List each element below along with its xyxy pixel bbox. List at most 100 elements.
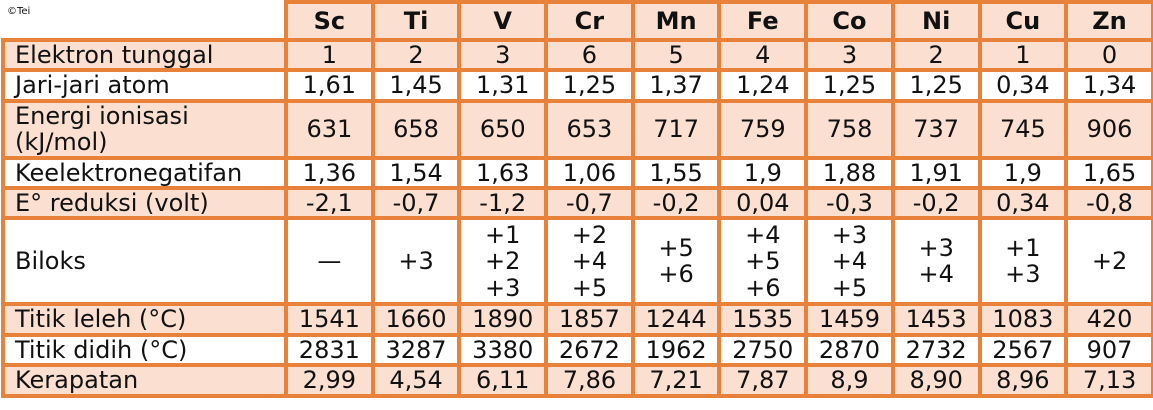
cell: 1,91	[890, 155, 982, 190]
cell: +2	[1064, 216, 1153, 307]
cell: +1 +3	[977, 216, 1069, 307]
cell-line: +4	[831, 247, 868, 276]
cell: -0,2	[630, 185, 722, 221]
cell-line: +5	[571, 273, 608, 302]
cell-line: +2	[571, 220, 608, 249]
row-label: Elektron tunggal	[1, 37, 288, 73]
cell: 650	[457, 98, 549, 160]
cell: 3	[457, 37, 549, 73]
column-header: V	[457, 0, 549, 42]
table-row: Kerapatan 2,99 4,54 6,11 7,86 7,21 7,87 8,9 8,90…	[1, 363, 1153, 398]
cell: —	[284, 216, 375, 307]
cell-line: +4	[745, 220, 781, 249]
cell-line: +1	[1005, 233, 1041, 262]
cell-line: +6	[658, 260, 694, 289]
row-label: Keelektronegatifan	[1, 155, 288, 190]
cell-line: +5	[831, 273, 868, 302]
cell: 1,36	[284, 155, 375, 190]
cell: 1083	[977, 302, 1069, 337]
cell-line: +5	[745, 247, 781, 276]
cell-line: +4	[571, 247, 608, 276]
cell: 1857	[544, 302, 635, 337]
cell: 1,25	[544, 68, 635, 103]
row-label: Titik didih (°C)	[1, 332, 288, 368]
cell: 7,13	[1064, 363, 1153, 398]
column-header: Cu	[977, 0, 1069, 42]
header-row: ©Tei Sc Ti V Cr Mn Fe Co Ni Cu Zn	[1, 0, 1153, 42]
cell: 5	[630, 37, 722, 73]
cell: 2	[370, 37, 462, 73]
cell: +4 +5 +6	[717, 216, 809, 307]
column-header: Ni	[890, 0, 982, 42]
cell: 1,31	[457, 68, 549, 103]
cell: +1 +2 +3	[457, 216, 549, 307]
table-row: Titik didih (°C) 2831 3287 3380 2672 1962 2750…	[1, 332, 1153, 368]
cell: 4	[717, 37, 809, 73]
cell: -0,7	[370, 185, 462, 221]
cell: 1,34	[1064, 68, 1153, 103]
cell: 1,88	[804, 155, 895, 190]
cell-line: +3	[831, 220, 868, 249]
cell-line: +4	[918, 260, 954, 289]
table-row: Titik leleh (°C) 1541 1660 1890 1857 1244 1535…	[1, 302, 1153, 337]
cell: 2831	[284, 332, 375, 368]
cell: 1660	[370, 302, 462, 337]
cell-line: +3	[918, 233, 954, 262]
properties-table: ©Tei Sc Ti V Cr Mn Fe Co Ni Cu Zn Elektron tungga…	[1, 0, 1153, 398]
cell: 2567	[977, 332, 1069, 368]
cell: 420	[1064, 302, 1153, 337]
table-row: Jari-jari atom 1,61 1,45 1,31 1,25 1,37 1,24 1,…	[1, 68, 1153, 103]
cell: 0,04	[717, 185, 809, 221]
cell: -0,8	[1064, 185, 1153, 221]
column-header: Sc	[284, 0, 375, 42]
cell: 0,34	[977, 68, 1069, 103]
row-label: Jari-jari atom	[1, 68, 288, 103]
table-row: Keelektronegatifan 1,36 1,54 1,63 1,06 1,55 1,…	[1, 155, 1153, 190]
row-label: Energi ionisasi (kJ/mol)	[1, 98, 288, 160]
cell: 1,25	[804, 68, 895, 103]
column-header: Co	[804, 0, 895, 42]
column-header: Cr	[544, 0, 635, 42]
cell: 1,61	[284, 68, 375, 103]
cell: 653	[544, 98, 635, 160]
column-header: Zn	[1064, 0, 1153, 42]
cell: 0,34	[977, 185, 1069, 221]
cell: 745	[977, 98, 1069, 160]
cell: 906	[1064, 98, 1153, 160]
cell: 658	[370, 98, 462, 160]
cell: 7,86	[544, 363, 635, 398]
cell: +5 +6	[630, 216, 722, 307]
cell: 737	[890, 98, 982, 160]
cell: 2,99	[284, 363, 375, 398]
cell: 1,37	[630, 68, 722, 103]
cell: 4,54	[370, 363, 462, 398]
column-header: Ti	[370, 0, 462, 42]
cell-line: +5	[658, 233, 694, 262]
cell: -0,2	[890, 185, 982, 221]
cell: 758	[804, 98, 895, 160]
cell: 1459	[804, 302, 895, 337]
cell: 2870	[804, 332, 895, 368]
cell: 8,96	[977, 363, 1069, 398]
cell: 1,24	[717, 68, 809, 103]
cell: 1,55	[630, 155, 722, 190]
cell: 759	[717, 98, 809, 160]
cell: 907	[1064, 332, 1153, 368]
cell: +3 +4 +5	[804, 216, 895, 307]
table-row: Energi ionisasi (kJ/mol) 631 658 650 653 717 75…	[1, 98, 1153, 160]
cell: 1535	[717, 302, 809, 337]
cell: 0	[1064, 37, 1153, 73]
cell: 8,90	[890, 363, 982, 398]
cell-line: +2	[485, 247, 521, 276]
cell: +3 +4	[890, 216, 982, 307]
cell: 8,9	[804, 363, 895, 398]
cell-line: +3	[1005, 260, 1041, 289]
cell: 1,54	[370, 155, 462, 190]
cell: 1,06	[544, 155, 635, 190]
cell: 2	[890, 37, 982, 73]
column-header: Mn	[630, 0, 722, 42]
copyright: ©Tei	[1, 0, 288, 42]
cell: 3287	[370, 332, 462, 368]
cell-line: +1	[485, 220, 521, 249]
